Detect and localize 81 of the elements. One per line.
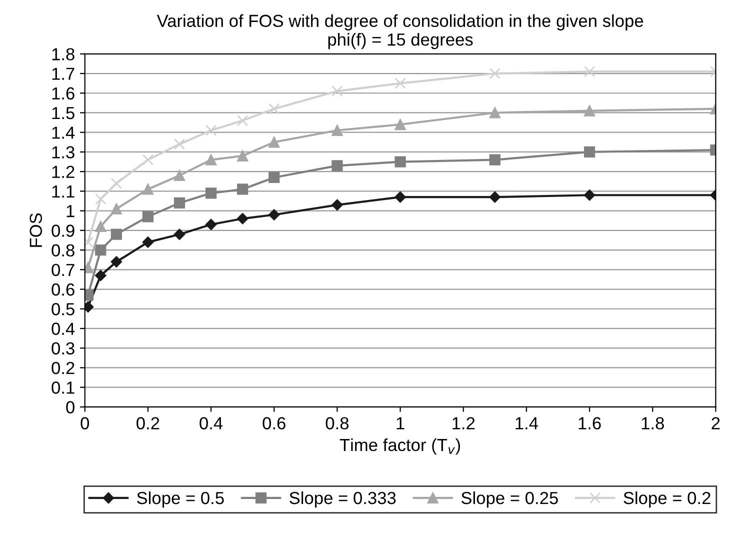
point xyxy=(237,184,248,195)
point xyxy=(142,211,154,222)
x-tick-label: 1.6 xyxy=(578,417,601,430)
x-tick-label: 0.2 xyxy=(136,417,160,430)
x-tick-label: 0.8 xyxy=(326,417,349,430)
y-tick-label: 1.6 xyxy=(52,87,74,100)
point xyxy=(268,136,280,148)
point xyxy=(174,170,186,182)
point xyxy=(205,218,217,230)
x-tick-label: 1.2 xyxy=(452,417,475,430)
point xyxy=(489,154,500,166)
y-tick-label: 1.4 xyxy=(52,126,75,139)
point xyxy=(174,197,186,209)
legend-label: Slope = 0.333 xyxy=(290,491,396,508)
point xyxy=(268,103,280,114)
point xyxy=(110,228,122,240)
point xyxy=(110,256,122,268)
point xyxy=(237,115,248,126)
point xyxy=(236,213,248,224)
legend-label: Slope = 0.5 xyxy=(137,491,224,508)
point xyxy=(489,107,500,118)
y-tick-label: 1 xyxy=(66,205,74,218)
y-tick-label: 0.6 xyxy=(52,283,74,296)
point xyxy=(332,160,343,172)
y-tick-label: 1.1 xyxy=(52,186,74,198)
y-tick-label: 0.9 xyxy=(52,224,74,237)
legend-label: Slope = 0.2 xyxy=(624,491,710,508)
point xyxy=(268,209,280,220)
point xyxy=(110,178,122,189)
y-tick-label: 0 xyxy=(66,401,74,414)
point xyxy=(142,154,154,166)
point xyxy=(394,156,406,168)
y-tick-label: 0.7 xyxy=(52,264,74,276)
point xyxy=(332,86,343,97)
legend-label: Slope = 0.25 xyxy=(461,491,558,508)
point xyxy=(95,244,106,256)
point xyxy=(142,236,154,248)
y-tick-label: 0.1 xyxy=(52,382,74,394)
y-tick-label: 1.7 xyxy=(52,68,74,80)
x-tick-label: 1 xyxy=(396,417,404,430)
point xyxy=(584,146,596,158)
point xyxy=(174,228,186,240)
point xyxy=(205,188,217,199)
point xyxy=(110,203,122,214)
x-tick-label: 1.4 xyxy=(516,417,538,430)
point xyxy=(584,105,596,116)
y-tick-label: 1.5 xyxy=(52,107,74,120)
point xyxy=(584,66,596,78)
point xyxy=(332,124,343,136)
x-tick-label: 2 xyxy=(712,417,720,430)
y-axis-title: FOS xyxy=(30,213,42,247)
point xyxy=(394,191,406,203)
x-axis-title: Time factor (T$_{v}$) xyxy=(340,438,460,455)
point xyxy=(394,118,406,130)
y-tick-label: 1.2 xyxy=(52,166,74,178)
x-tick-label: 0.6 xyxy=(262,417,286,430)
y-tick-label: 0.2 xyxy=(52,362,74,374)
point xyxy=(95,193,106,205)
point xyxy=(237,150,248,162)
chart-title: Variation of FOS with degree of consolidation in the given slope phi(f) = 15 degrees xyxy=(156,14,644,50)
point xyxy=(332,199,343,211)
point xyxy=(584,190,596,201)
point xyxy=(174,138,186,150)
x-tick-label: 0.4 xyxy=(200,417,223,430)
y-tick-label: 1.3 xyxy=(52,146,74,158)
y-tick-label: 0.8 xyxy=(52,244,74,256)
point xyxy=(489,191,501,203)
x-tick-label: 0 xyxy=(80,417,90,430)
point xyxy=(95,270,106,282)
x-tick-label: 1.8 xyxy=(642,417,664,430)
y-tick-label: 0.3 xyxy=(52,342,74,355)
point xyxy=(142,184,154,195)
y-tick-label: 1.8 xyxy=(52,48,74,60)
point xyxy=(394,78,406,89)
y-tick-label: 0.4 xyxy=(52,322,75,335)
point xyxy=(268,172,280,184)
point xyxy=(95,220,106,232)
point xyxy=(205,124,217,136)
point xyxy=(489,68,500,80)
point xyxy=(205,154,217,166)
y-tick-label: 0.5 xyxy=(52,303,74,316)
